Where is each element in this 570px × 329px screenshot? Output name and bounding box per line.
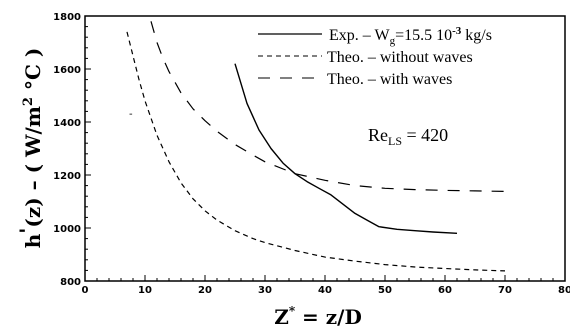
x-axis-title: Z* = z/D [274, 304, 362, 329]
x-tick-label: 30 [258, 285, 272, 296]
y-axis-title-tail: °C ) [21, 48, 45, 97]
y-axis-title: h'(z) – ( W/m2 °C ) [15, 48, 45, 249]
legend: Exp. – Wg=15.5 10-3 kg/s Theo. – without… [258, 25, 492, 88]
series-theo-with-waves-line [150, 21, 506, 192]
y-axis-title-main: h [21, 233, 45, 248]
series-layer [126, 21, 506, 272]
x-tick-label: 70 [498, 285, 512, 296]
y-axis-title-prime: ' [15, 228, 39, 234]
x-tick-label: 20 [198, 285, 212, 296]
reynolds-value: = 420 [402, 125, 448, 145]
x-axis-title-main: Z [274, 305, 289, 329]
legend-label-exp: Exp. – Wg=15.5 10-3 kg/s [329, 25, 492, 47]
series-exp-line [234, 63, 458, 234]
y-tick-label: 1800 [53, 12, 81, 23]
legend-label-theo-without: Theo. – without waves [327, 49, 473, 66]
y-axis-title-sup: 2 [21, 97, 36, 106]
legend-label-theo-with: Theo. – with waves [327, 71, 452, 88]
y-tick-label: 1000 [53, 224, 81, 235]
legend-exp-prefix: Exp. – W [329, 27, 390, 44]
legend-exp-sub: g [390, 35, 396, 47]
y-tick-label: 1400 [53, 118, 81, 129]
x-tick-label: 40 [318, 285, 332, 296]
reynolds-sub: LS [388, 134, 402, 148]
x-axis-title-star: * [289, 304, 296, 318]
x-tick-label: 10 [138, 285, 152, 296]
y-tick-label: 800 [60, 277, 81, 288]
axis-ticks: 0 10 20 30 40 50 60 70 80 800 1000 1200 1400 1600 1800 [53, 12, 570, 296]
y-tick-label: 1600 [53, 65, 81, 76]
y-axis-title-rest: (z) – ( W/m [21, 106, 45, 228]
series-theo-without-waves-line [126, 31, 506, 272]
x-tick-label: 80 [558, 285, 570, 296]
reynolds-re: Re [368, 125, 388, 145]
x-axis-title-rest: = z/D [295, 305, 362, 329]
reynolds-annotation: ReLS = 420 [368, 125, 448, 148]
stray-mark: - [129, 109, 133, 120]
legend-exp-sup: -3 [452, 25, 462, 37]
y-tick-label: 1200 [53, 171, 81, 182]
x-tick-label: 50 [378, 285, 392, 296]
plot-frame [84, 15, 566, 282]
legend-exp-mid: =15.5 10 [395, 27, 452, 44]
legend-exp-unit: kg/s [461, 27, 492, 44]
x-tick-label: 0 [82, 285, 89, 296]
x-tick-label: 60 [438, 285, 452, 296]
